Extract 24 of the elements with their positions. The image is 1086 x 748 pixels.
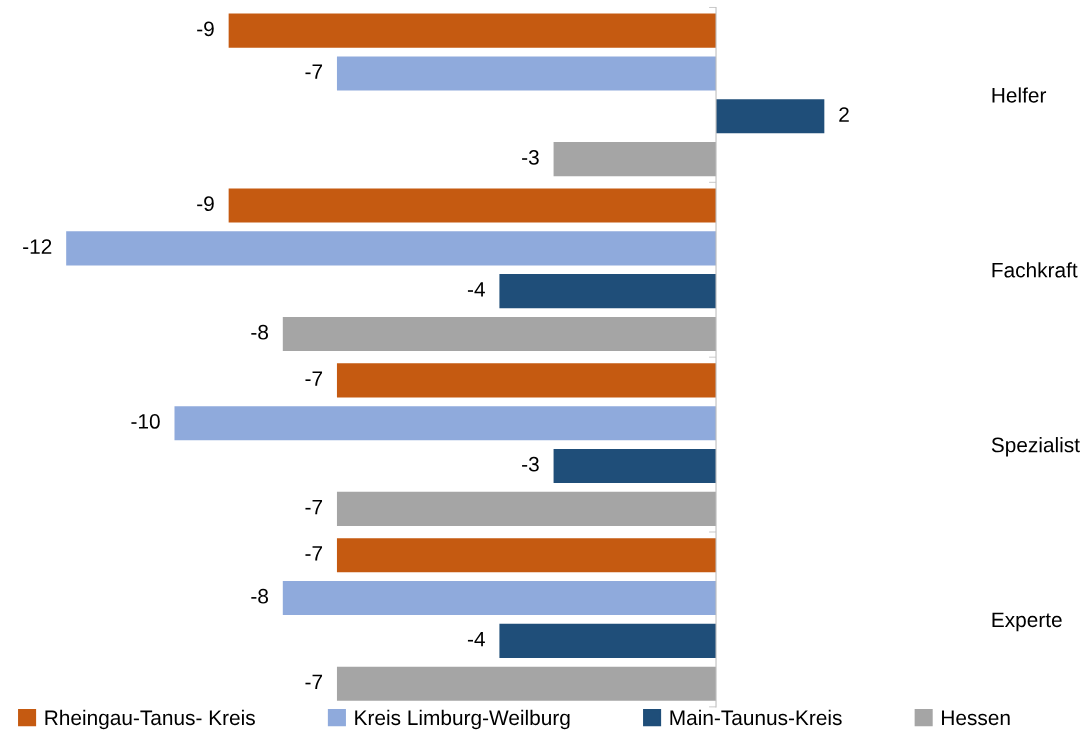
data-label: -7: [305, 371, 323, 386]
y-tick-label: Fachkraft: [992, 262, 1078, 278]
data-label: 2: [839, 107, 849, 122]
legend-label: Kreis Limburg-Weilburg: [355, 709, 570, 730]
data-label: -10: [131, 414, 160, 429]
data-label: -7: [305, 64, 323, 79]
data-label: -7: [305, 546, 323, 561]
y-tick-label: Spezialist: [991, 437, 1080, 457]
data-label: -9: [197, 21, 214, 37]
data-label: -9: [197, 196, 214, 212]
data-label: -4: [467, 282, 485, 297]
data-label: -3: [522, 150, 539, 165]
data-label: -8: [251, 588, 269, 604]
legend-label: Hessen: [942, 710, 1010, 726]
data-label: -7: [305, 674, 323, 690]
data-label: -3: [522, 456, 539, 472]
data-label: -8: [251, 324, 269, 340]
legend-label: Main-Taunus-Kreis: [670, 709, 842, 726]
data-label: -12: [23, 239, 52, 254]
y-tick-label: Helfer: [992, 87, 1047, 103]
data-label: -4: [467, 631, 485, 647]
y-tick-label: Experte: [992, 612, 1062, 632]
data-label: -7: [305, 499, 323, 515]
legend-label: Rheingau-Tanus- Kreis: [45, 709, 255, 730]
